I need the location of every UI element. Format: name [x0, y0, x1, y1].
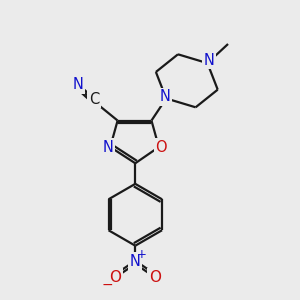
Text: N: N	[203, 53, 214, 68]
Text: −: −	[102, 278, 113, 292]
Text: O: O	[155, 140, 167, 154]
Text: +: +	[137, 248, 147, 261]
Text: O: O	[110, 270, 122, 285]
Text: N: N	[72, 77, 83, 92]
Text: O: O	[149, 270, 161, 285]
Text: N: N	[103, 140, 113, 154]
Text: N: N	[130, 254, 141, 269]
Text: C: C	[89, 92, 99, 106]
Text: N: N	[159, 89, 170, 104]
